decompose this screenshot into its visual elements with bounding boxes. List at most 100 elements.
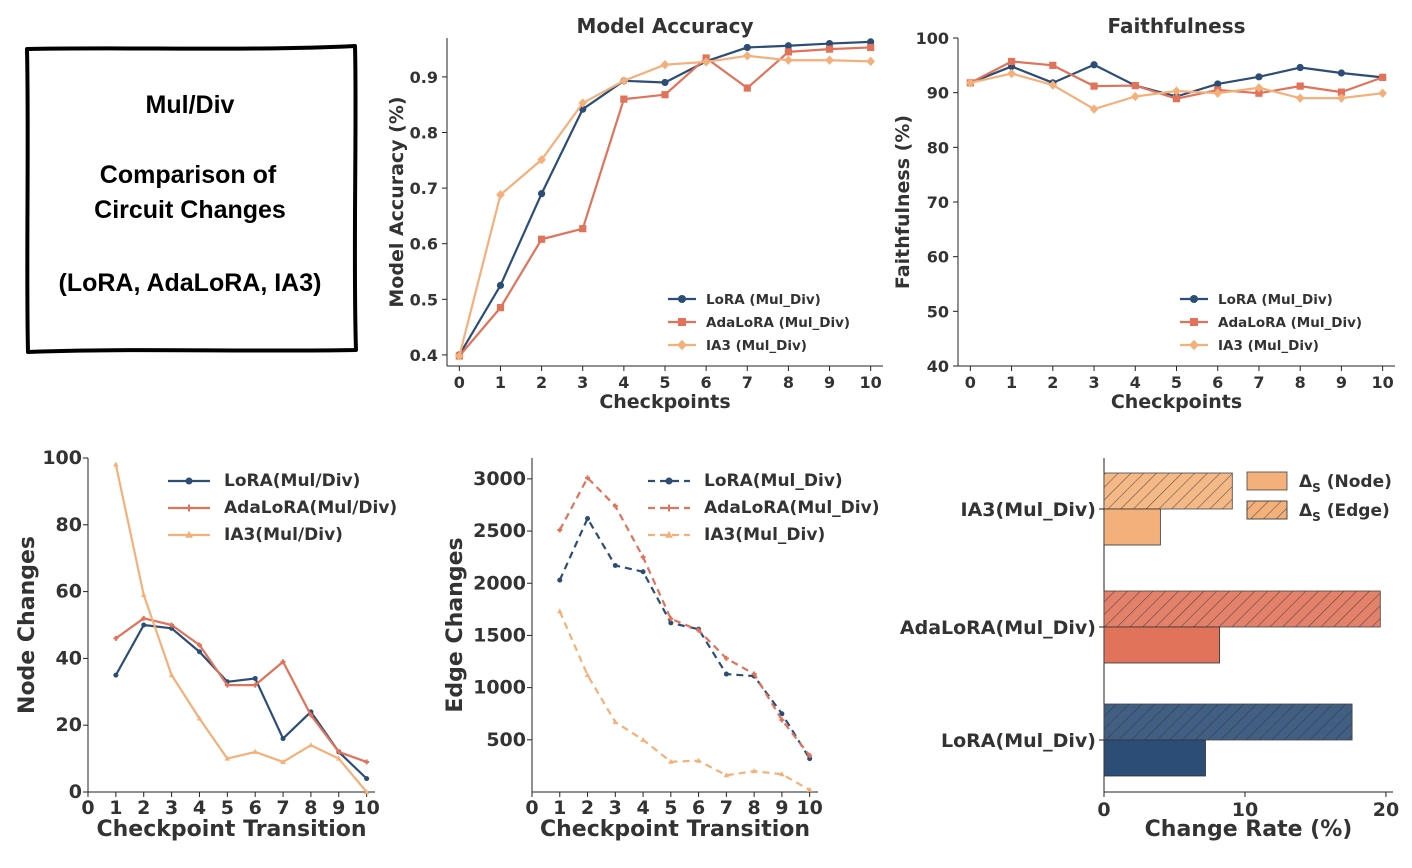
x-tick-label: 5 xyxy=(221,797,234,819)
bar-edge-hatch xyxy=(1103,472,1233,510)
legend-delta: Δ xyxy=(1299,501,1313,521)
legend-label: AdaLoRA (Mul_Div) xyxy=(706,315,850,331)
faithfulness-chart: 0 1 2 3 4 5 6 7 8 9 10 40 50 60 70 80 90 100 Faithfulness C… xyxy=(892,14,1395,413)
bar-edge-hatch xyxy=(1103,590,1381,628)
data-point xyxy=(496,190,505,200)
data-point xyxy=(455,351,464,361)
x-tick-label: 10 xyxy=(353,797,379,819)
data-point xyxy=(113,635,119,641)
data-point xyxy=(668,758,674,764)
data-point xyxy=(723,772,730,778)
data-point xyxy=(538,190,546,198)
x-axis-label: Checkpoints xyxy=(599,391,730,413)
data-point xyxy=(196,715,203,721)
x-tick-label: 0 xyxy=(454,373,465,392)
data-point xyxy=(1090,82,1098,90)
data-point xyxy=(1007,57,1016,66)
legend-marker xyxy=(665,477,673,485)
data-point xyxy=(1337,88,1346,96)
x-tick-label: 4 xyxy=(193,797,206,819)
legend-swatch xyxy=(1246,471,1288,491)
legend-label: LoRA (Mul_Div) xyxy=(1218,292,1333,308)
summary-line-4: (LoRA, AdaLoRA, IA3) xyxy=(59,269,322,297)
data-point xyxy=(141,615,147,621)
x-axis-label: Checkpoints xyxy=(1111,391,1242,413)
y-tick-label: 80 xyxy=(56,514,82,536)
x-tick-label: 9 xyxy=(1336,373,1347,392)
y-axis-label: Model Accuracy (%) xyxy=(386,96,408,307)
data-point xyxy=(779,771,785,777)
series-line-1 xyxy=(115,617,368,763)
legend-marker xyxy=(665,530,673,538)
y-tick-label: 0.4 xyxy=(410,346,438,365)
y-tick-label: 60 xyxy=(927,248,949,267)
data-point xyxy=(280,736,286,742)
data-point xyxy=(196,642,202,648)
x-tick-label: 3 xyxy=(1088,373,1099,392)
x-tick-label: 7 xyxy=(720,797,733,819)
legend-label: IA3 (Mul_Div) xyxy=(706,338,807,354)
legend-suffix: (Node) xyxy=(1321,472,1392,492)
category-label: IA3(Mul_Div) xyxy=(961,499,1096,521)
data-point xyxy=(807,752,813,758)
x-tick-label: 10 xyxy=(860,373,882,392)
x-axis-label: Change Rate (%) xyxy=(1145,817,1353,842)
legend-marker xyxy=(678,318,686,326)
x-tick-label: 1 xyxy=(495,373,506,392)
y-tick-label: 0.5 xyxy=(410,290,438,309)
data-point xyxy=(1337,93,1346,103)
summary-line-2: Comparison of xyxy=(100,161,277,189)
chart-title: Faithfulness xyxy=(1107,14,1245,38)
series-line-2 xyxy=(114,464,368,793)
data-point xyxy=(252,748,258,754)
data-point xyxy=(1379,73,1387,81)
data-point xyxy=(784,42,792,50)
y-tick-label: 100 xyxy=(42,447,82,469)
data-point xyxy=(1254,83,1264,93)
data-point xyxy=(224,755,231,761)
y-tick-label: 90 xyxy=(927,84,949,103)
summary-line-1: Mul/Div xyxy=(146,91,235,119)
y-tick-label: 1500 xyxy=(473,624,526,646)
data-point xyxy=(496,281,505,289)
data-point xyxy=(825,55,834,65)
y-axis-label: Node Changes xyxy=(15,536,40,714)
data-point xyxy=(660,60,670,70)
data-point xyxy=(140,591,147,597)
data-point xyxy=(363,789,370,794)
x-tick-label: 0 xyxy=(1097,799,1110,821)
x-tick-label: 8 xyxy=(1295,373,1306,392)
legend-label: IA3(Mul/Div) xyxy=(224,525,343,545)
data-point xyxy=(1255,73,1263,81)
x-axis-label: Checkpoint Transition xyxy=(540,817,810,842)
data-point xyxy=(743,43,751,52)
legend-subscript: S xyxy=(1312,510,1321,524)
data-point xyxy=(280,659,286,665)
bar-edge-hatch xyxy=(1103,703,1353,741)
x-tick-label: 10 xyxy=(1232,799,1258,821)
x-tick-label: 9 xyxy=(775,797,788,819)
data-point xyxy=(557,608,563,614)
legend-label: ΔS (Edge) xyxy=(1299,501,1390,524)
x-tick-label: 3 xyxy=(609,797,622,819)
data-point xyxy=(1130,91,1140,102)
x-tick-label: 10 xyxy=(796,797,822,819)
data-point xyxy=(252,682,258,688)
data-point xyxy=(169,622,175,628)
data-point xyxy=(695,757,702,763)
x-tick-label: 3 xyxy=(165,797,178,819)
x-tick-label: 1 xyxy=(1006,373,1017,392)
x-tick-label: 0 xyxy=(525,797,538,819)
data-point xyxy=(779,711,785,717)
data-point xyxy=(612,719,619,725)
data-point xyxy=(537,155,546,165)
data-point xyxy=(168,672,175,678)
data-point xyxy=(1295,93,1305,103)
legend-delta: Δ xyxy=(1299,472,1313,492)
x-tick-label: 7 xyxy=(276,797,289,819)
data-point xyxy=(252,675,258,681)
legend-label: LoRA (Mul_Div) xyxy=(706,292,821,308)
data-point xyxy=(661,78,669,87)
data-point xyxy=(866,56,875,67)
